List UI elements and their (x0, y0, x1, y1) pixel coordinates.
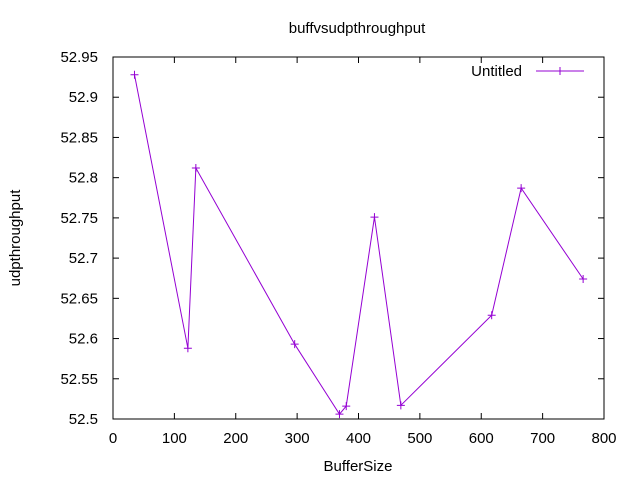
legend-marker-untitled (556, 67, 564, 75)
data-point (517, 184, 526, 193)
data-point (579, 275, 588, 284)
x-tick-label: 800 (591, 430, 616, 447)
data-point (396, 401, 405, 410)
x-axis-ticks: 0 100 200 300 400 500 600 700 800 (109, 57, 617, 447)
y-tick-label: 52.9 (69, 89, 98, 106)
y-tick-label: 52.85 (60, 129, 98, 146)
data-point (342, 402, 351, 411)
legend: Untitled (471, 63, 584, 80)
data-point (130, 70, 139, 79)
plot-border (112, 56, 605, 420)
y-tick-label: 52.7 (69, 250, 98, 267)
x-tick-label: 0 (109, 430, 117, 447)
y-tick-label: 52.65 (60, 290, 98, 307)
y-axis-label: udpthroughput (7, 189, 24, 287)
x-tick-label: 600 (469, 430, 494, 447)
axes (112, 56, 605, 420)
data-point (487, 311, 496, 320)
chart-title: buffvsudpthroughput (289, 20, 426, 37)
legend-label-untitled: Untitled (471, 63, 522, 80)
x-tick-label: 500 (407, 430, 432, 447)
y-tick-label: 52.75 (60, 210, 98, 227)
x-axis-label: BufferSize (324, 458, 393, 475)
data-point (191, 164, 200, 173)
y-axis-ticks: 52.5 52.55 52.6 52.65 52.7 52.75 52.8 52.85 52.9… (60, 49, 604, 428)
x-tick-label: 100 (162, 430, 187, 447)
y-tick-label: 52.55 (60, 371, 98, 388)
x-tick-label: 200 (223, 430, 248, 447)
y-tick-label: 52.8 (69, 170, 98, 187)
series-line-untitled (133, 74, 584, 416)
data-point (183, 344, 192, 353)
series-group (130, 70, 588, 419)
y-tick-label: 52.6 (69, 331, 98, 348)
x-tick-label: 400 (346, 430, 371, 447)
y-tick-label: 52.95 (60, 49, 98, 66)
data-point (335, 410, 344, 419)
data-point (370, 213, 379, 222)
data-point (290, 340, 299, 349)
x-tick-label: 300 (285, 430, 310, 447)
x-tick-label: 700 (530, 430, 555, 447)
y-tick-label: 52.5 (69, 411, 98, 428)
